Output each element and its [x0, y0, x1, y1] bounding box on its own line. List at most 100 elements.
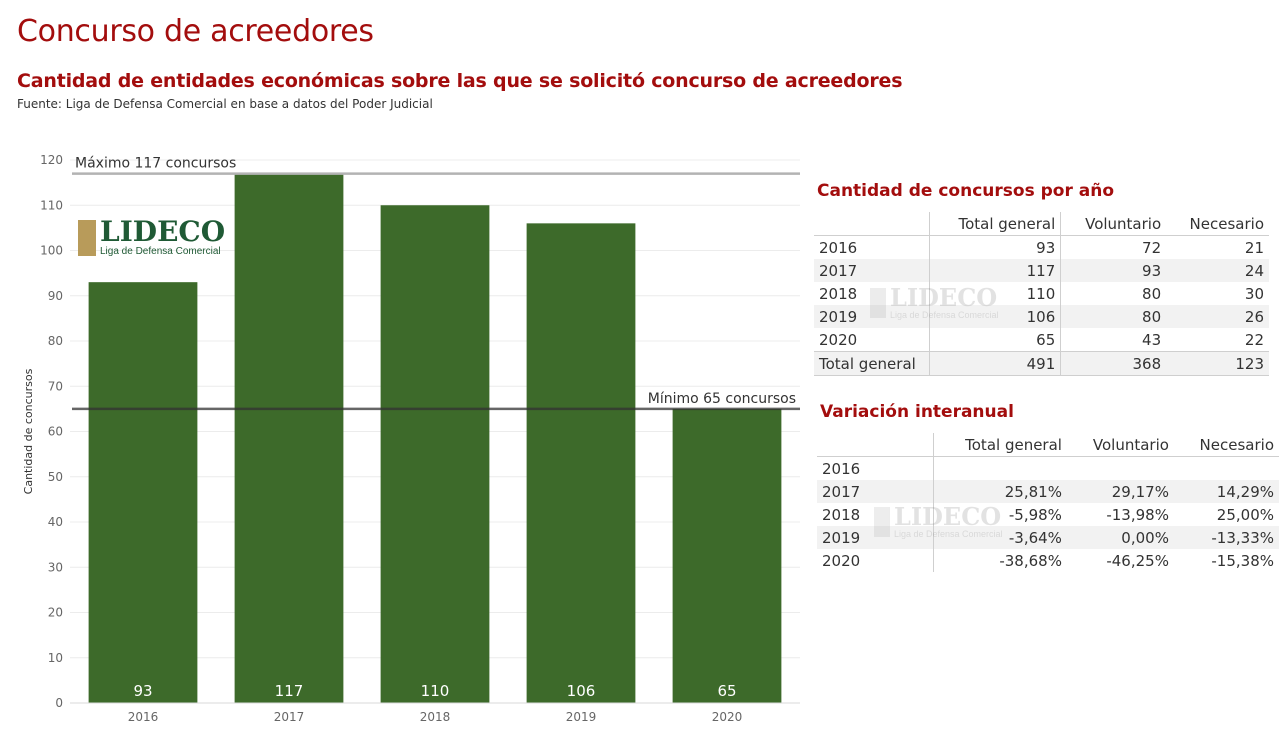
- cell-voluntario: 43: [1060, 328, 1167, 352]
- cell-voluntario: -13,98%: [1066, 503, 1174, 526]
- cell-total: 65: [928, 328, 1061, 352]
- header-voluntario: Voluntario: [1066, 433, 1174, 457]
- table-header-row: Total general Voluntario Necesario: [814, 212, 1269, 236]
- cell-voluntario: -46,25%: [1066, 549, 1174, 572]
- table-header-row: Total general Voluntario Necesario: [817, 433, 1279, 457]
- y-tick-label: 120: [40, 153, 63, 167]
- variation-table-title: Variación interanual: [820, 402, 1014, 422]
- header-necesario: Necesario: [1173, 433, 1279, 457]
- y-tick-label: 70: [48, 379, 63, 393]
- bar: [526, 223, 636, 703]
- bar-value-label: 106: [567, 682, 596, 700]
- reference-line-label: Mínimo 65 concursos: [648, 391, 796, 407]
- table-row: 2016 93 72 21: [814, 235, 1269, 259]
- y-tick-label: 10: [48, 651, 63, 665]
- cell-necesario: 21: [1166, 235, 1269, 259]
- cell-total: 117: [928, 259, 1061, 282]
- cell-voluntario: 72: [1060, 235, 1167, 259]
- reference-line-label: Máximo 117 concursos: [75, 156, 236, 172]
- cell-total: -38,68%: [932, 549, 1067, 572]
- total-label: Total general: [814, 351, 930, 376]
- cell-necesario: 14,29%: [1173, 480, 1279, 503]
- bar: [380, 205, 490, 703]
- y-tick-label: 60: [48, 425, 63, 439]
- cell-necesario: -15,38%: [1173, 549, 1279, 572]
- x-tick-label: 2020: [712, 710, 743, 724]
- table-row: 2018 110 80 30: [814, 282, 1269, 305]
- cell-voluntario: 80: [1060, 305, 1167, 328]
- y-tick-label: 80: [48, 334, 63, 348]
- table-row: 2016: [817, 456, 1279, 480]
- x-tick-label: 2018: [420, 710, 451, 724]
- cell-voluntario: 368: [1060, 351, 1167, 376]
- bar-value-label: 117: [275, 682, 304, 700]
- row-year: 2018: [814, 282, 930, 305]
- bar-value-label: 65: [717, 682, 736, 700]
- cell-total: 491: [928, 351, 1061, 376]
- cell-necesario: 26: [1166, 305, 1269, 328]
- row-year: 2017: [817, 480, 934, 503]
- cell-total: -3,64%: [932, 526, 1067, 549]
- table-row: 2019 106 80 26: [814, 305, 1269, 328]
- y-tick-label: 90: [48, 289, 63, 303]
- cell-total: 110: [928, 282, 1061, 305]
- source-note: Fuente: Liga de Defensa Comercial en bas…: [17, 97, 433, 111]
- logo-sub-text: Liga de Defensa Comercial: [100, 246, 221, 257]
- cell-voluntario: [1066, 456, 1174, 480]
- table-row: 2020 65 43 22: [814, 328, 1269, 352]
- row-year: 2016: [817, 456, 934, 480]
- cell-necesario: 30: [1166, 282, 1269, 305]
- y-axis-label: Cantidad de concursos: [22, 368, 35, 494]
- cell-voluntario: 0,00%: [1066, 526, 1174, 549]
- y-tick-label: 30: [48, 560, 63, 574]
- cell-voluntario: 80: [1060, 282, 1167, 305]
- header-necesario: Necesario: [1166, 212, 1269, 236]
- row-year: 2016: [814, 235, 930, 259]
- cell-total: [932, 456, 1067, 480]
- row-year: 2020: [817, 549, 934, 572]
- cell-voluntario: 29,17%: [1066, 480, 1174, 503]
- bar: [88, 282, 198, 703]
- cell-total: -5,98%: [932, 503, 1067, 526]
- cell-necesario: 123: [1166, 351, 1269, 376]
- header-total: Total general: [928, 212, 1061, 236]
- x-tick-label: 2019: [566, 710, 597, 724]
- y-tick-label: 100: [40, 244, 63, 258]
- y-tick-label: 20: [48, 606, 63, 620]
- bar-value-label: 110: [421, 682, 450, 700]
- header-blank: [817, 433, 934, 457]
- cell-necesario: 25,00%: [1173, 503, 1279, 526]
- counts-table: Total general Voluntario Necesario 2016 9…: [814, 212, 1269, 376]
- row-year: 2018: [817, 503, 934, 526]
- logo-main-text: LIDECO: [100, 215, 226, 248]
- header-blank: [814, 212, 930, 236]
- cell-total: 25,81%: [932, 480, 1067, 503]
- chart-subtitle: Cantidad de entidades económicas sobre l…: [17, 70, 903, 92]
- row-year: 2019: [814, 305, 930, 328]
- y-tick-label: 110: [40, 198, 63, 212]
- table-total-row: Total general 491 368 123: [814, 351, 1269, 376]
- y-tick-label: 50: [48, 470, 63, 484]
- row-year: 2019: [817, 526, 934, 549]
- table-row: 2018 -5,98% -13,98% 25,00%: [817, 503, 1279, 526]
- counts-table-title: Cantidad de concursos por año: [817, 181, 1115, 201]
- y-tick-label: 40: [48, 515, 63, 529]
- table-row: 2019 -3,64% 0,00% -13,33%: [817, 526, 1279, 549]
- logo-mark: [78, 219, 96, 256]
- bar: [672, 408, 782, 703]
- cell-total: 106: [928, 305, 1061, 328]
- header-total: Total general: [932, 433, 1067, 457]
- variation-table: Total general Voluntario Necesario 2016 2…: [817, 433, 1279, 572]
- cell-total: 93: [928, 235, 1061, 259]
- row-year: 2017: [814, 259, 930, 282]
- bar-chart: 0 10 20 30 40 50 60 70 80 90 100 110 120 Cantidad de …: [22, 153, 800, 724]
- header-voluntario: Voluntario: [1060, 212, 1167, 236]
- x-tick-label: 2016: [128, 710, 159, 724]
- cell-voluntario: 93: [1060, 259, 1167, 282]
- y-tick-label: 0: [55, 696, 63, 710]
- table-row: 2020 -38,68% -46,25% -15,38%: [817, 549, 1279, 572]
- table-row: 2017 117 93 24: [814, 259, 1269, 282]
- page-title: Concurso de acreedores: [17, 14, 374, 49]
- row-year: 2020: [814, 328, 930, 352]
- cell-necesario: [1173, 456, 1279, 480]
